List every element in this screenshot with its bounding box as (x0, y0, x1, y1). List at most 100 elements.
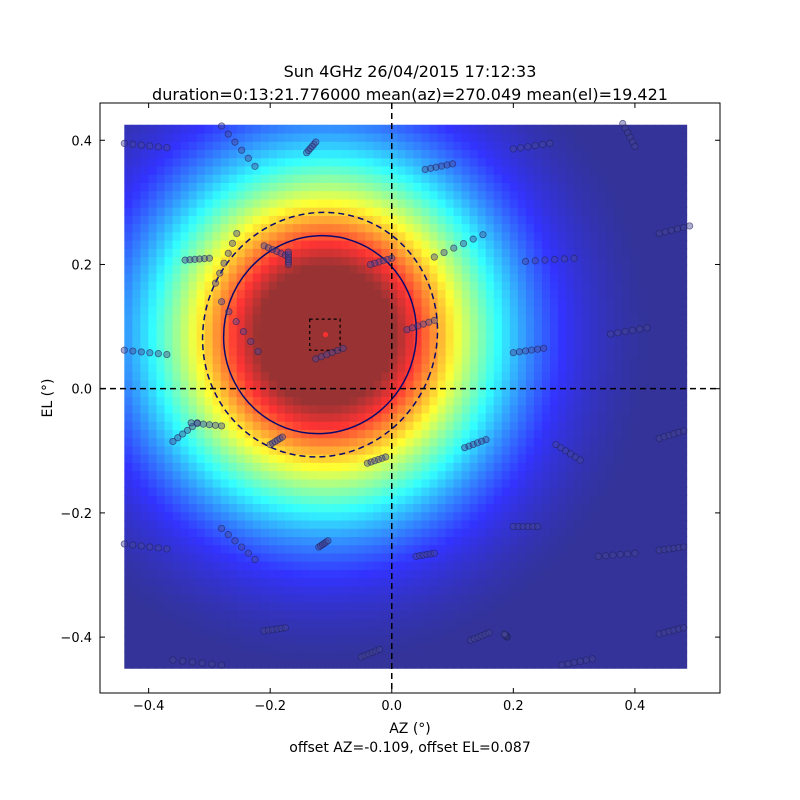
heatmap-cell (485, 198, 495, 208)
heatmap-cell (646, 511, 656, 521)
heatmap-cell (236, 594, 246, 603)
heatmap-cell (558, 602, 567, 612)
heatmap-cell (622, 511, 631, 521)
heatmap-cell (525, 198, 535, 208)
heatmap-cell (566, 379, 575, 389)
heatmap-cell (389, 355, 399, 365)
heatmap-cell (292, 215, 302, 225)
heatmap-cell (365, 207, 374, 216)
heatmap-cell (421, 610, 431, 620)
heatmap-cell (148, 594, 158, 603)
heatmap-cell (292, 396, 302, 406)
heatmap-cell (453, 182, 463, 192)
heatmap-cell (204, 347, 214, 356)
heatmap-cell (204, 412, 214, 422)
heatmap-cell (590, 174, 599, 183)
heatmap-cell (533, 594, 543, 603)
heatmap-cell (606, 404, 615, 414)
heatmap-cell (381, 421, 390, 430)
heatmap-cell (477, 585, 487, 595)
heatmap-cell (590, 256, 599, 266)
heatmap-cell (533, 182, 543, 192)
heatmap-cell (381, 585, 390, 595)
heatmap-cell (646, 330, 656, 340)
heatmap-cell (357, 404, 366, 414)
heatmap-cell (485, 256, 495, 266)
heatmap-cell (333, 635, 342, 645)
heatmap-cell (381, 561, 390, 570)
heatmap-cell (509, 561, 519, 570)
heatmap-cell (614, 651, 623, 661)
heatmap-cell (622, 165, 631, 175)
heatmap-cell (437, 149, 447, 159)
heatmap-cell (678, 594, 688, 603)
heatmap-cell (614, 511, 623, 521)
heatmap-cell (220, 231, 230, 241)
heatmap-cell (622, 577, 631, 587)
heatmap-cell (204, 379, 214, 389)
heatmap-cell (284, 544, 294, 554)
heatmap-cell (172, 594, 182, 603)
heatmap-cell (662, 569, 672, 579)
heatmap-cell (541, 478, 551, 488)
heatmap-cell (309, 363, 318, 373)
heatmap-cell (413, 240, 423, 249)
heatmap-cell (341, 174, 350, 183)
heatmap-cell (220, 511, 230, 521)
heatmap-cell (268, 569, 278, 579)
heatmap-cell (325, 594, 334, 603)
heatmap-cell (558, 330, 567, 340)
heatmap-cell (252, 264, 262, 274)
heatmap-cell (638, 511, 648, 521)
heatmap-cell (421, 165, 431, 175)
heatmap-cell (445, 412, 455, 422)
heatmap-cell (453, 256, 463, 266)
heatmap-cell (574, 495, 583, 505)
heatmap-cell (614, 207, 623, 216)
heatmap-cell (662, 124, 672, 134)
heatmap-cell (654, 618, 664, 628)
heatmap-cell (220, 470, 230, 480)
heatmap-cell (533, 495, 543, 505)
heatmap-cell (437, 190, 447, 200)
heatmap-cell (365, 659, 374, 669)
heatmap-cell (421, 141, 431, 151)
offset-footnote: offset AZ=-0.109, offset EL=0.087 (289, 740, 531, 756)
heatmap-cell (485, 626, 495, 636)
heatmap-cell (156, 132, 166, 142)
heatmap-cell (606, 511, 615, 521)
heatmap-cell (220, 149, 230, 159)
heatmap-cell (678, 610, 688, 620)
heatmap-cell (180, 207, 190, 216)
heatmap-cell (582, 314, 591, 323)
heatmap-cell (533, 404, 543, 414)
heatmap-cell (517, 503, 527, 513)
heatmap-cell (309, 536, 318, 546)
heatmap-cell (188, 289, 198, 299)
heatmap-cell (268, 635, 278, 645)
heatmap-cell (220, 281, 230, 291)
heatmap-cell (421, 240, 431, 249)
heatmap-cell (638, 223, 648, 233)
heatmap-cell (148, 610, 158, 620)
heatmap-cell (196, 478, 206, 488)
heatmap-cell (389, 478, 399, 488)
heatmap-cell (541, 437, 551, 447)
heatmap-cell (140, 643, 150, 653)
heatmap-cell (188, 478, 198, 488)
sample-point (217, 661, 226, 669)
heatmap-cell (582, 289, 591, 299)
heatmap-cell (236, 536, 246, 546)
heatmap-cell (333, 437, 342, 447)
heatmap-cell (236, 174, 246, 183)
heatmap-cell (445, 264, 455, 274)
heatmap-cell (301, 289, 310, 299)
heatmap-cell (614, 182, 623, 192)
heatmap-cell (638, 240, 648, 249)
plot-frame (99, 102, 721, 694)
heatmap-cell (381, 511, 390, 521)
heatmap-cell (558, 659, 567, 669)
heatmap-cell (276, 610, 286, 620)
heatmap-cell (445, 594, 455, 603)
heatmap-cell (309, 503, 318, 513)
